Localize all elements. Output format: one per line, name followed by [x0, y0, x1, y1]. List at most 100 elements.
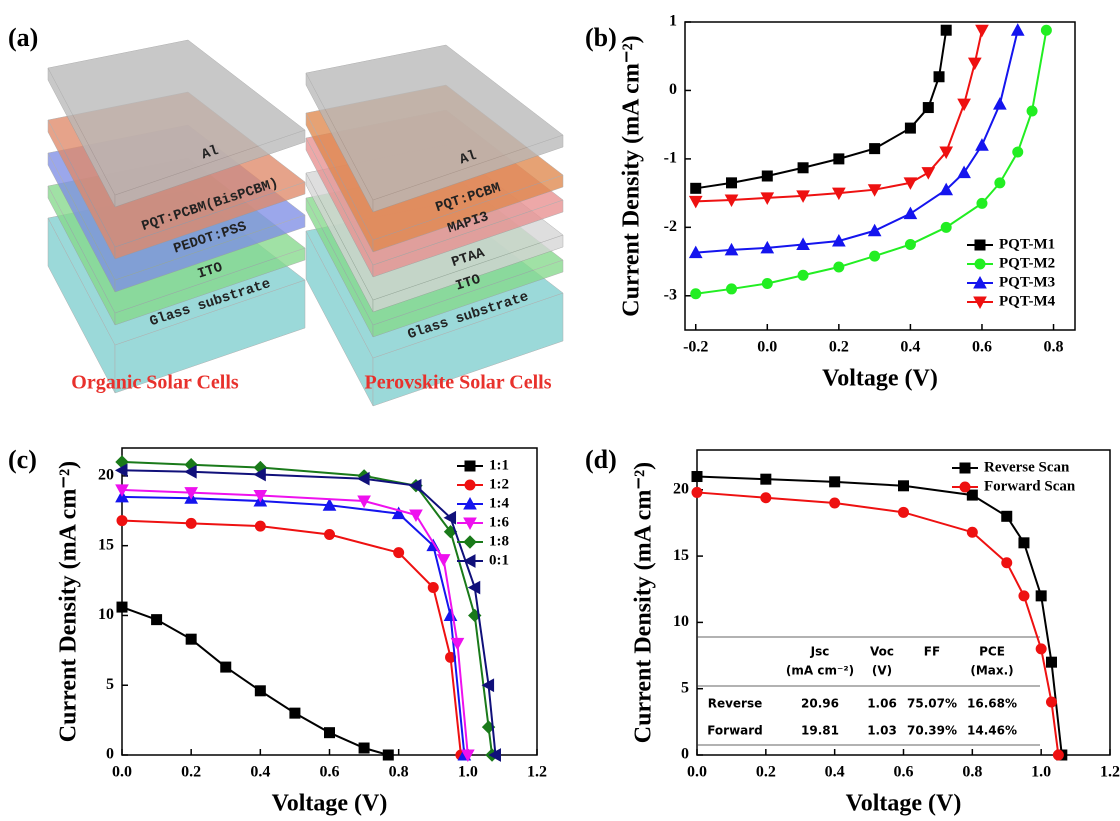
data-point [976, 139, 988, 150]
x-axis-label: Voltage (V) [846, 791, 962, 817]
data-point [438, 555, 450, 566]
table-header-unit: (Max.) [970, 664, 1013, 678]
legend-label: 1:8 [489, 533, 509, 549]
data-point [445, 609, 457, 620]
y-tick-label: 1 [669, 13, 677, 30]
data-point [969, 58, 981, 69]
y-tick-label: -1 [664, 150, 677, 167]
x-tick-label: 1.0 [458, 764, 478, 781]
series [116, 491, 470, 760]
legend-label: PQT-M2 [999, 255, 1055, 271]
data-point [394, 548, 404, 558]
data-point [255, 686, 265, 696]
data-point [761, 493, 771, 503]
series [116, 485, 474, 761]
data-point [995, 178, 1005, 188]
series [692, 487, 1063, 760]
data-point [692, 487, 702, 497]
y-tick-label: 20 [673, 480, 689, 497]
data-point [762, 278, 772, 288]
data-point [958, 167, 970, 178]
data-point [905, 239, 915, 249]
data-point [691, 183, 701, 193]
series [117, 516, 466, 760]
data-point [692, 472, 702, 482]
data-point [967, 490, 977, 500]
data-point [221, 662, 231, 672]
x-tick-label: 1.0 [1031, 764, 1051, 781]
y-axis-label: Current Density (mA cm⁻²) [631, 462, 657, 743]
data-point [383, 750, 393, 760]
data-point [359, 743, 369, 753]
data-point [186, 634, 196, 644]
data-point [958, 99, 970, 110]
series-line [696, 30, 982, 201]
stack-caption: Organic Solar Cells [71, 372, 239, 394]
data-point [941, 222, 951, 232]
legend-marker [464, 536, 476, 548]
data-point [1019, 591, 1029, 601]
data-point [762, 171, 772, 181]
legend-marker [960, 463, 970, 473]
data-point [798, 270, 808, 280]
panel-label: (a) [8, 23, 38, 52]
data-point [1002, 511, 1012, 521]
legend-label: Reverse Scan [984, 459, 1070, 475]
x-tick-label: 0.2 [181, 764, 201, 781]
data-point [1013, 147, 1023, 157]
table-header-unit: (mA cm⁻²) [786, 664, 854, 678]
table-cell: 19.81 [801, 724, 839, 738]
data-point [870, 251, 880, 261]
layer-stack: Glass substrateITOPTAAMAPI3PQT:PCBMAl [306, 45, 563, 406]
x-axis-label: Voltage (V) [822, 366, 938, 392]
figure: (a) Glass substrateITOPEDOT:PSSPQT:PCBM(… [0, 0, 1120, 821]
table-cell: 20.96 [801, 697, 839, 711]
data-point [691, 289, 701, 299]
x-tick-label: 0.0 [112, 764, 132, 781]
data-point [923, 103, 933, 113]
series [116, 464, 501, 761]
data-point [905, 123, 915, 133]
data-point [428, 583, 438, 593]
legend-label: 1:6 [489, 514, 509, 530]
legend-marker [975, 259, 985, 269]
chart: (b)-0.20.00.20.40.60.8-3-2-101Voltage (V… [585, 13, 1075, 392]
x-tick-label: 1.2 [527, 764, 547, 781]
y-tick-label: 10 [673, 613, 689, 630]
plot-frame [122, 448, 537, 755]
legend: PQT-M1PQT-M2PQT-M3PQT-M4 [967, 236, 1056, 309]
data-point [727, 284, 737, 294]
data-point [1041, 25, 1051, 35]
legend-label: PQT-M3 [999, 274, 1055, 290]
data-point [325, 530, 335, 540]
table-cell: 16.68% [967, 697, 1017, 711]
data-point [870, 144, 880, 154]
data-point [830, 498, 840, 508]
x-tick-label: 0.8 [389, 764, 409, 781]
panel-label: (d) [585, 445, 617, 474]
layer-stack: Glass substrateITOPEDOT:PSSPQT:PCBM(BisP… [48, 40, 305, 393]
legend-label: 1:2 [489, 476, 509, 492]
data-point [977, 198, 987, 208]
series-line [122, 521, 461, 755]
x-tick-label: 0.2 [756, 764, 776, 781]
x-tick-label: 0.8 [962, 764, 982, 781]
data-point [899, 481, 909, 491]
data-point [1019, 538, 1029, 548]
data-point [834, 154, 844, 164]
legend: Reverse ScanForward Scan [952, 459, 1076, 494]
x-tick-label: 0.6 [320, 764, 340, 781]
stack-caption: Perovskite Solar Cells [364, 372, 551, 394]
series [116, 456, 498, 761]
y-tick-label: 0 [106, 746, 114, 763]
x-tick-label: 0.8 [1044, 339, 1064, 356]
data-point [976, 25, 988, 36]
series [692, 472, 1067, 760]
x-tick-label: 0.4 [900, 339, 920, 356]
x-tick-label: 0.4 [250, 764, 270, 781]
table-header: Voc [870, 645, 894, 659]
table-header-unit: (V) [872, 664, 892, 678]
data-point [934, 72, 944, 82]
data-point [1036, 591, 1046, 601]
